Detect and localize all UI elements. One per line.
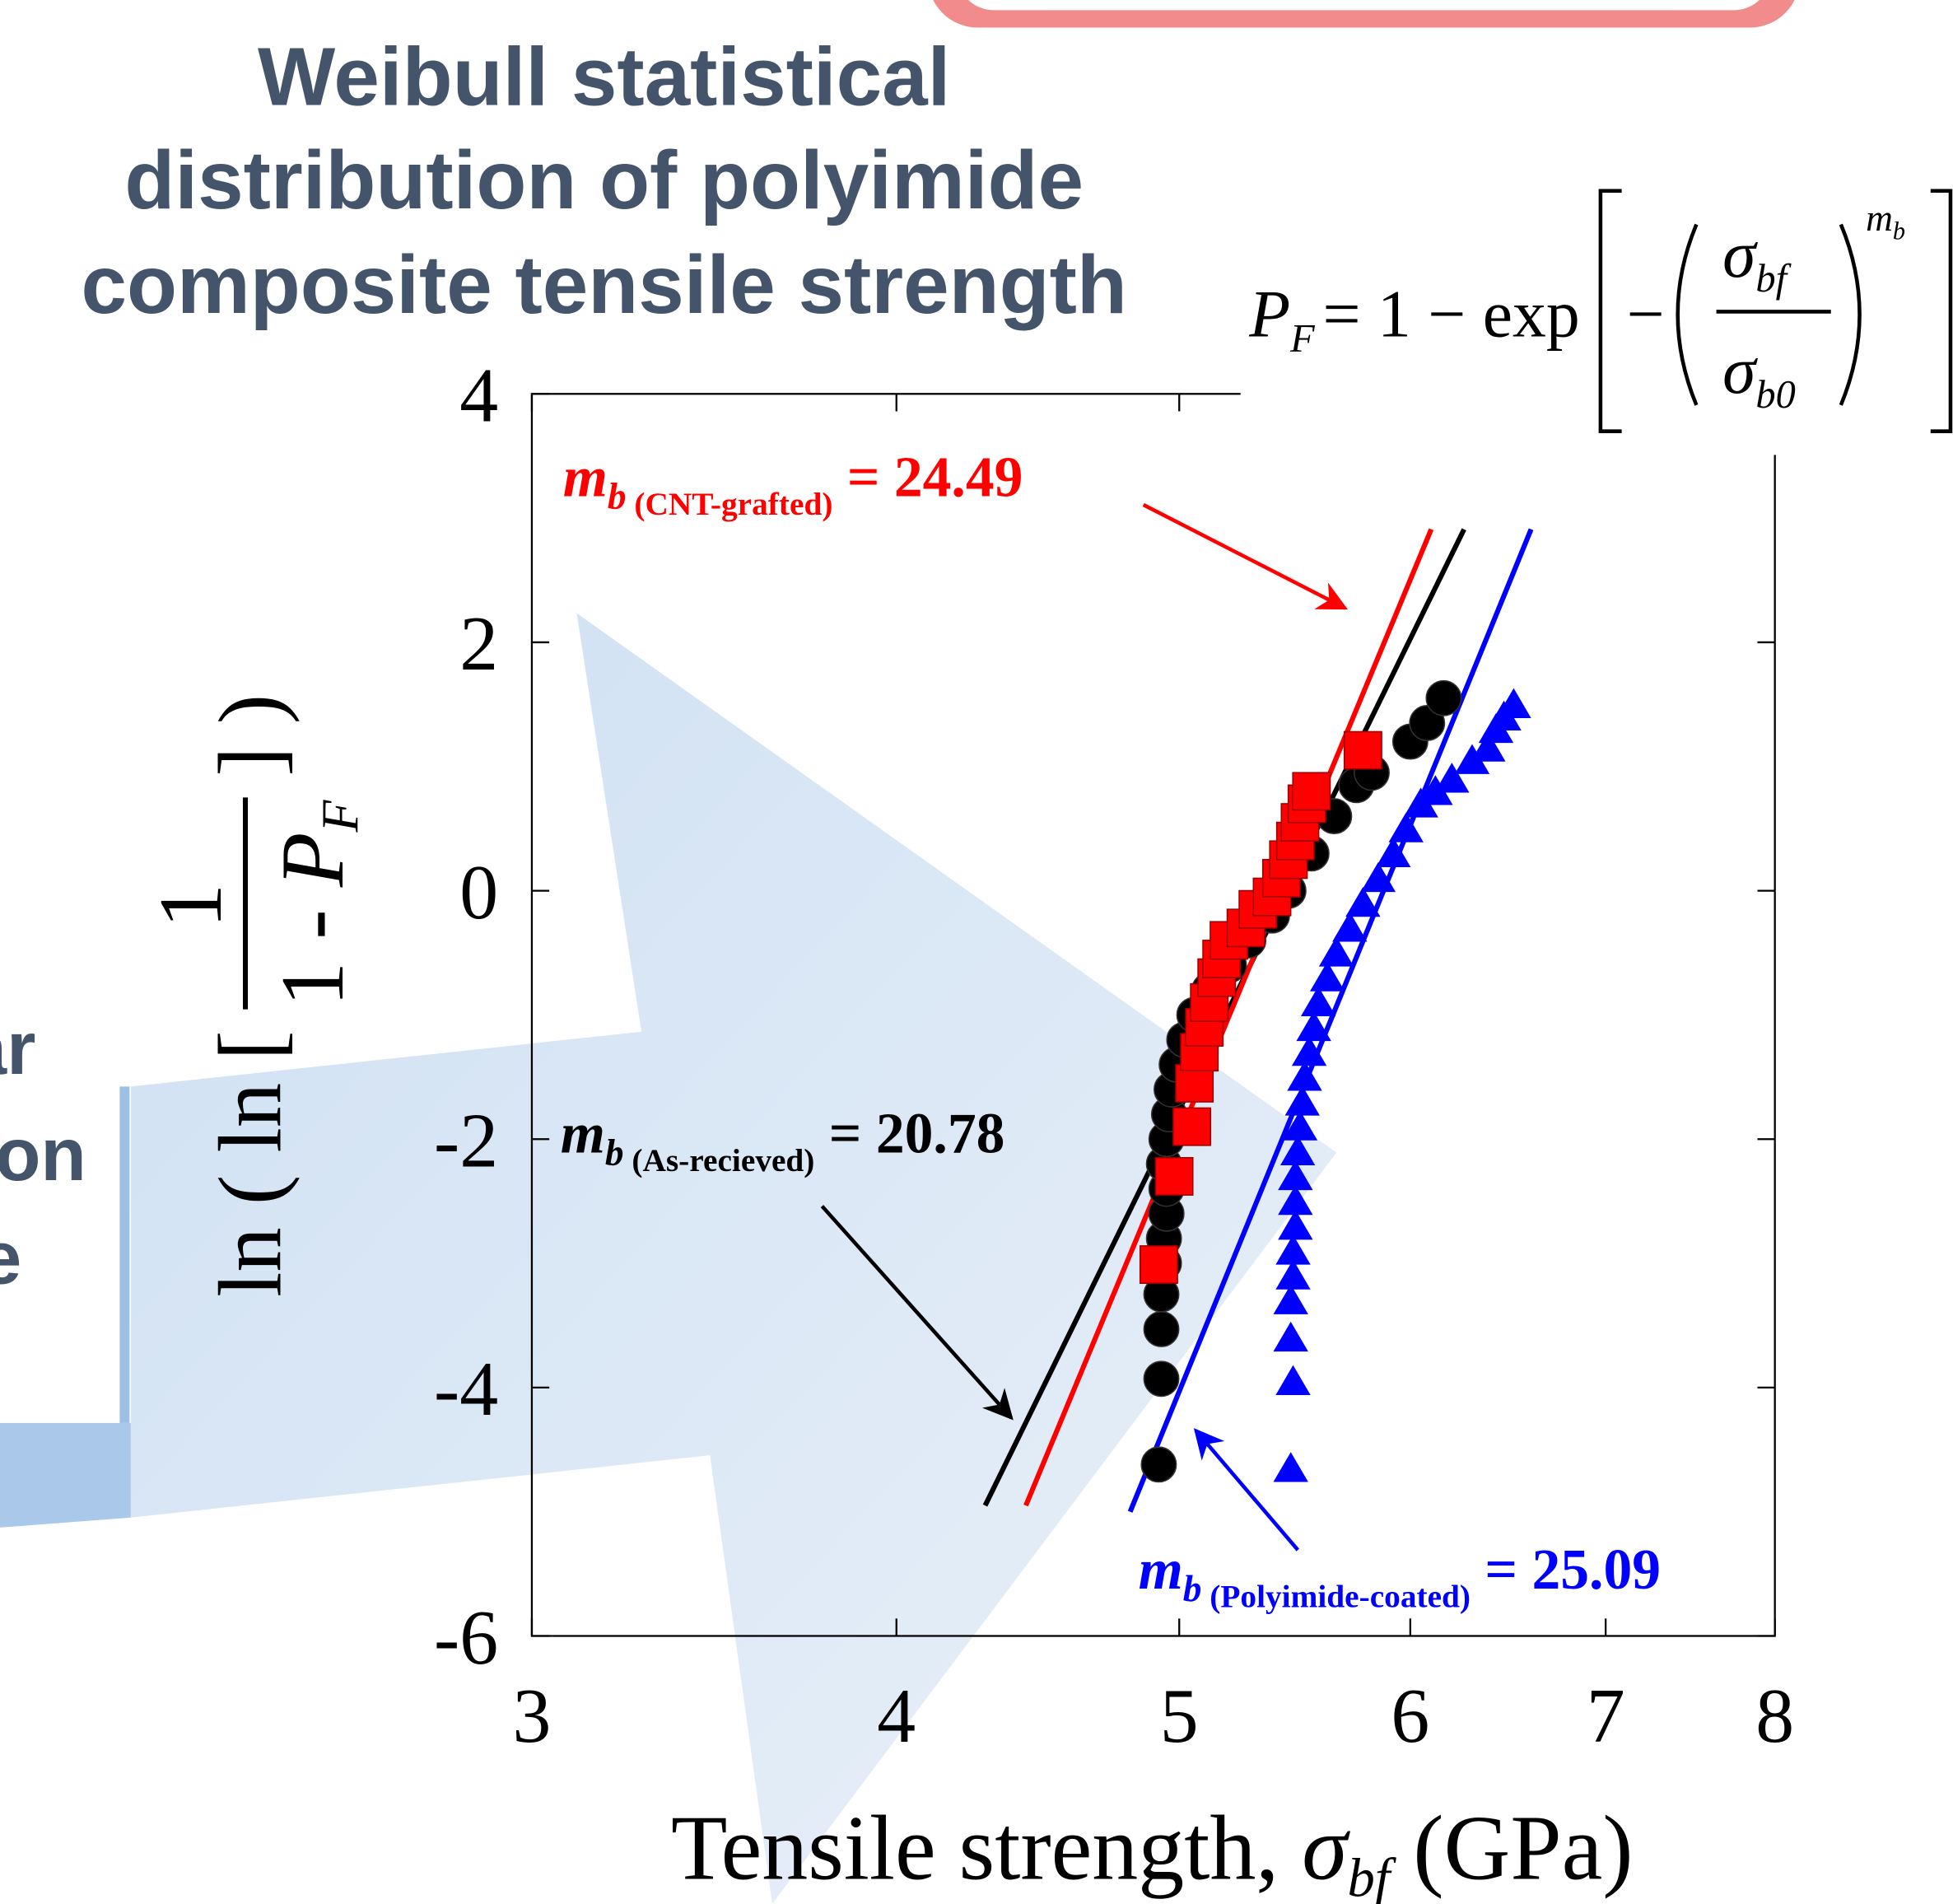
x-tick-label: 7 <box>1587 1673 1625 1759</box>
x-label-symbol: σ <box>1302 1797 1350 1899</box>
formula-minus: − <box>1627 277 1665 352</box>
annotation-arrow <box>1196 1430 1298 1550</box>
data-point <box>1274 1322 1308 1351</box>
annotation-subscript: b <box>605 1132 624 1174</box>
x-tick-label: 6 <box>1391 1673 1429 1759</box>
annotation-group: (As-recieved) <box>624 1142 815 1178</box>
data-point <box>1426 681 1461 716</box>
annotation-group: (Polyimide-coated) <box>1201 1579 1471 1615</box>
annotation-group: (CNT-grafted) <box>627 486 833 522</box>
formula-symbol: σ <box>1722 217 1758 292</box>
annotation: mb (CNT-grafted) = 24.49 <box>563 446 1023 522</box>
data-point <box>1274 1452 1308 1482</box>
page: {"chart_data": { "type": "scatter", "tit… <box>0 0 1953 1904</box>
data-point <box>1173 1108 1210 1145</box>
formula-subscript: F <box>1289 317 1315 361</box>
title-line: Weibull statistical <box>258 31 950 123</box>
y-tick-label: 0 <box>459 850 498 936</box>
title-line: composite tensile strength <box>82 240 1127 331</box>
annotation-symbol: m <box>563 446 608 509</box>
data-point <box>1293 772 1330 810</box>
annotation-value: = 25.09 <box>1471 1538 1661 1602</box>
y-tick-label: -4 <box>434 1346 498 1432</box>
annotation: mb (Polyimide-coated) = 25.09 <box>1139 1538 1661 1615</box>
data-point <box>1155 1158 1192 1195</box>
x-axis-label: Tensile strength, σbf (GPa) <box>671 1797 1634 1904</box>
y-tick-label: -2 <box>434 1098 498 1183</box>
data-point <box>1141 1447 1176 1482</box>
y-label-subscript: F <box>310 800 369 833</box>
formula-subscript: b0 <box>1755 373 1795 417</box>
formula-subscript: b <box>1893 217 1905 245</box>
y-tick-label: 4 <box>459 353 498 439</box>
y-label-denominator: 1 - PF <box>263 800 369 1007</box>
annotation-value: = 24.49 <box>832 446 1023 509</box>
x-tick-label: 3 <box>513 1673 552 1759</box>
formula-symbol: P <box>1248 277 1290 352</box>
y-label-denominator-text: 1 - <box>263 887 362 1006</box>
x-label-text: Tensile strength, <box>671 1797 1302 1899</box>
x-tick-label: 5 <box>1160 1673 1199 1759</box>
y-label-symbol: P <box>263 833 362 889</box>
x-tick-label: 4 <box>877 1673 916 1759</box>
formula-symbol: m <box>1866 198 1893 239</box>
data-point <box>1496 688 1531 718</box>
y-label-numerator: 1 <box>141 884 240 928</box>
x-label-unit: (GPa) <box>1390 1797 1633 1899</box>
annotation-subscript: b <box>1183 1568 1202 1609</box>
y-label-right: ] ) <box>200 694 300 777</box>
data-point <box>1144 1312 1178 1346</box>
pink-banner-inner <box>957 0 1771 10</box>
chart: ar on e Weibull statistical distribution… <box>0 0 1953 1904</box>
annotation-arrow <box>1144 505 1345 609</box>
side-text-line: on <box>0 1113 86 1197</box>
chart-title: Weibull statistical distribution of poly… <box>82 31 1127 331</box>
data-point <box>1144 1361 1178 1396</box>
formula-middle: = 1 − exp <box>1323 277 1580 352</box>
y-tick-label: 2 <box>459 601 498 687</box>
y-tick-label: -6 <box>434 1595 498 1681</box>
y-label-left: ln ( ln [ <box>200 1030 300 1297</box>
data-point <box>1275 1365 1310 1395</box>
side-text-line: ar <box>0 1007 35 1090</box>
annotation-value: = 20.78 <box>814 1103 1004 1166</box>
side-text-line: e <box>0 1216 21 1300</box>
formula-subscript: bf <box>1755 257 1792 301</box>
annotation-symbol: m <box>561 1103 605 1166</box>
data-point <box>1345 731 1382 768</box>
formula-symbol: σ <box>1722 333 1758 408</box>
arrow-band <box>0 1423 131 1528</box>
title-line: distribution of polyimide <box>124 135 1084 226</box>
annotation-symbol: m <box>1139 1538 1183 1602</box>
annotation-subscript: b <box>608 475 627 516</box>
data-point <box>1140 1246 1177 1283</box>
x-tick-label: 8 <box>1755 1673 1794 1759</box>
